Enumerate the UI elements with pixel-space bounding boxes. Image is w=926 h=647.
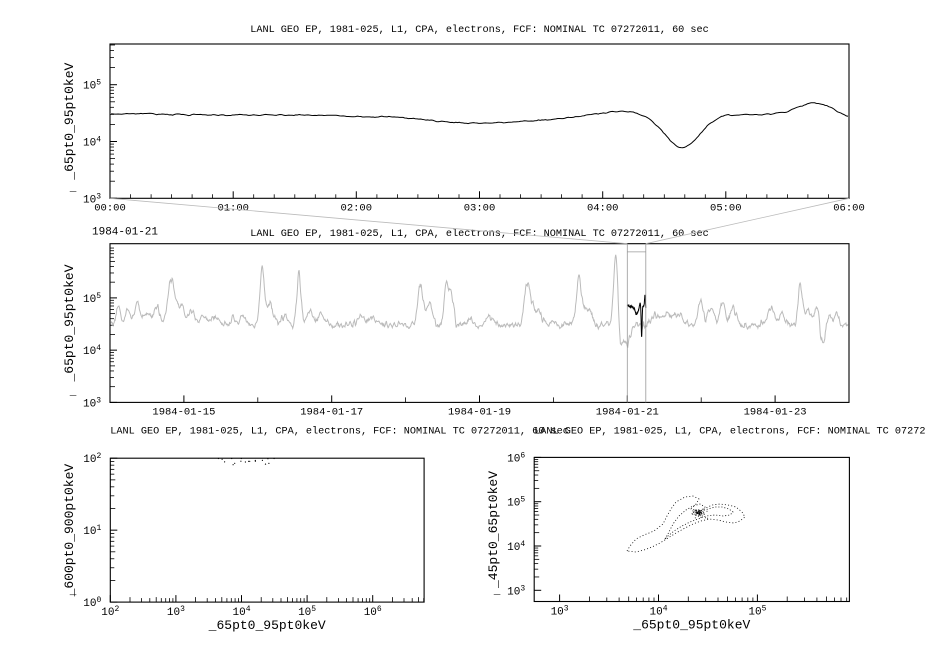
svg-text:_65pt0_95pt0keV: _65pt0_95pt0keV	[208, 618, 326, 633]
svg-text:_65pt0_95pt0keV: _65pt0_95pt0keV	[632, 618, 750, 633]
svg-text:_: _	[493, 586, 501, 598]
svg-text:_: _	[69, 586, 77, 598]
svg-text:_65pt0_95pt0keV: _65pt0_95pt0keV	[62, 62, 77, 180]
svg-text:1984-01-15: 1984-01-15	[152, 406, 215, 418]
svg-text:_45pt0_65pt0keV: _45pt0_65pt0keV	[486, 471, 501, 589]
svg-text:LANL GEO EP, 1981-025, L1, CPA: LANL GEO EP, 1981-025, L1, CPA, electron…	[534, 426, 926, 438]
svg-text:04:00: 04:00	[587, 202, 619, 214]
svg-text:1984-01-17: 1984-01-17	[300, 406, 363, 418]
svg-text:_: _	[69, 386, 77, 398]
svg-text:_65pt0_95pt0keV: _65pt0_95pt0keV	[62, 264, 77, 382]
svg-text:02:00: 02:00	[341, 202, 373, 214]
svg-text:06:00: 06:00	[833, 202, 865, 214]
svg-text:LANL GEO EP, 1981-025, L1, CPA: LANL GEO EP, 1981-025, L1, CPA, electron…	[110, 426, 569, 438]
svg-text:_600pt0_900pt0keV: _600pt0_900pt0keV	[62, 464, 77, 598]
svg-text:1984-01-21: 1984-01-21	[92, 226, 158, 238]
svg-text:1984-01-19: 1984-01-19	[448, 406, 511, 418]
svg-text:00:00: 00:00	[94, 202, 126, 214]
svg-text:LANL GEO EP, 1981-025, L1, CPA: LANL GEO EP, 1981-025, L1, CPA, electron…	[250, 228, 709, 240]
svg-text:03:00: 03:00	[464, 202, 496, 214]
svg-text:_: _	[69, 182, 77, 194]
svg-text:1984-01-21: 1984-01-21	[596, 406, 659, 418]
svg-text:05:00: 05:00	[710, 202, 742, 214]
svg-text:LANL GEO EP, 1981-025, L1, CPA: LANL GEO EP, 1981-025, L1, CPA, electron…	[250, 24, 709, 36]
svg-text:1984-01-23: 1984-01-23	[744, 406, 807, 418]
